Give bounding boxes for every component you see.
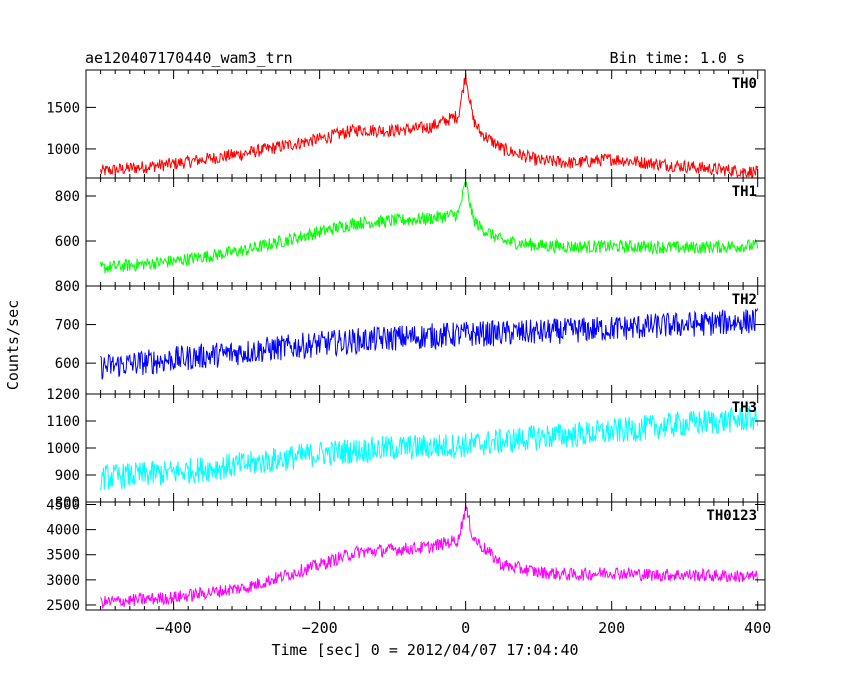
panel-frame <box>85 501 766 611</box>
x-tick-label: 0 <box>461 619 470 637</box>
y-tick-label: 2500 <box>46 598 80 614</box>
bin-time-label: Bin time: 1.0 s <box>610 49 745 67</box>
y-tick-label: 1000 <box>46 441 80 457</box>
panel-label: TH1 <box>732 184 757 200</box>
y-tick-label: 4000 <box>46 523 80 539</box>
x-tick-label: 400 <box>744 619 771 637</box>
panel-label: TH3 <box>732 400 757 416</box>
series-line-th2 <box>100 308 759 380</box>
panel-frame <box>85 177 766 287</box>
x-tick-label: −200 <box>302 619 338 637</box>
chart-title: ae120407170440_wam3_trn <box>85 49 293 67</box>
y-tick-label: 4500 <box>46 498 80 514</box>
x-tick-label: 200 <box>598 619 625 637</box>
y-tick-label: 3000 <box>46 573 80 589</box>
panel-th1: TH1 600 800 <box>55 177 766 287</box>
y-tick-label: 1000 <box>46 142 80 158</box>
series-line-th3 <box>100 405 759 491</box>
y-tick-label: 1500 <box>46 100 80 116</box>
panel-th0123: TH0123 2500 3000 3500 4000 4500 <box>46 498 766 614</box>
y-tick-label: 1100 <box>46 414 80 430</box>
y-tick-label: 1200 <box>46 387 80 403</box>
panels-group: TH0 1000 1500 TH1 600 800 TH2 600 700 800 TH3 800 90… <box>46 69 771 637</box>
panel-th0: TH0 1000 1500 <box>46 69 766 179</box>
series-line-th0123 <box>100 504 759 609</box>
x-tick-label: −400 <box>156 619 192 637</box>
y-tick-label: 800 <box>55 495 80 511</box>
y-tick-label: 600 <box>55 234 80 250</box>
y-tick-label: 800 <box>55 279 80 295</box>
y-tick-label: 3500 <box>46 548 80 564</box>
series-line-th1 <box>100 181 759 274</box>
y-axis-label: Counts/sec <box>4 300 22 390</box>
x-axis-label: Time [sec] 0 = 2012/04/07 17:04:40 <box>271 641 578 659</box>
y-tick-label: 800 <box>55 189 80 205</box>
panel-label: TH0 <box>732 76 757 92</box>
y-tick-label: 600 <box>55 356 80 372</box>
panel-th3: TH3 800 900 1000 1100 1200 <box>46 387 766 511</box>
panel-th2: TH2 600 700 800 <box>55 279 766 395</box>
y-tick-label: 700 <box>55 318 80 334</box>
panel-label: TH0123 <box>706 508 757 524</box>
series-line-th0 <box>100 72 759 179</box>
y-tick-label: 900 <box>55 468 80 484</box>
panel-label: TH2 <box>732 292 757 308</box>
